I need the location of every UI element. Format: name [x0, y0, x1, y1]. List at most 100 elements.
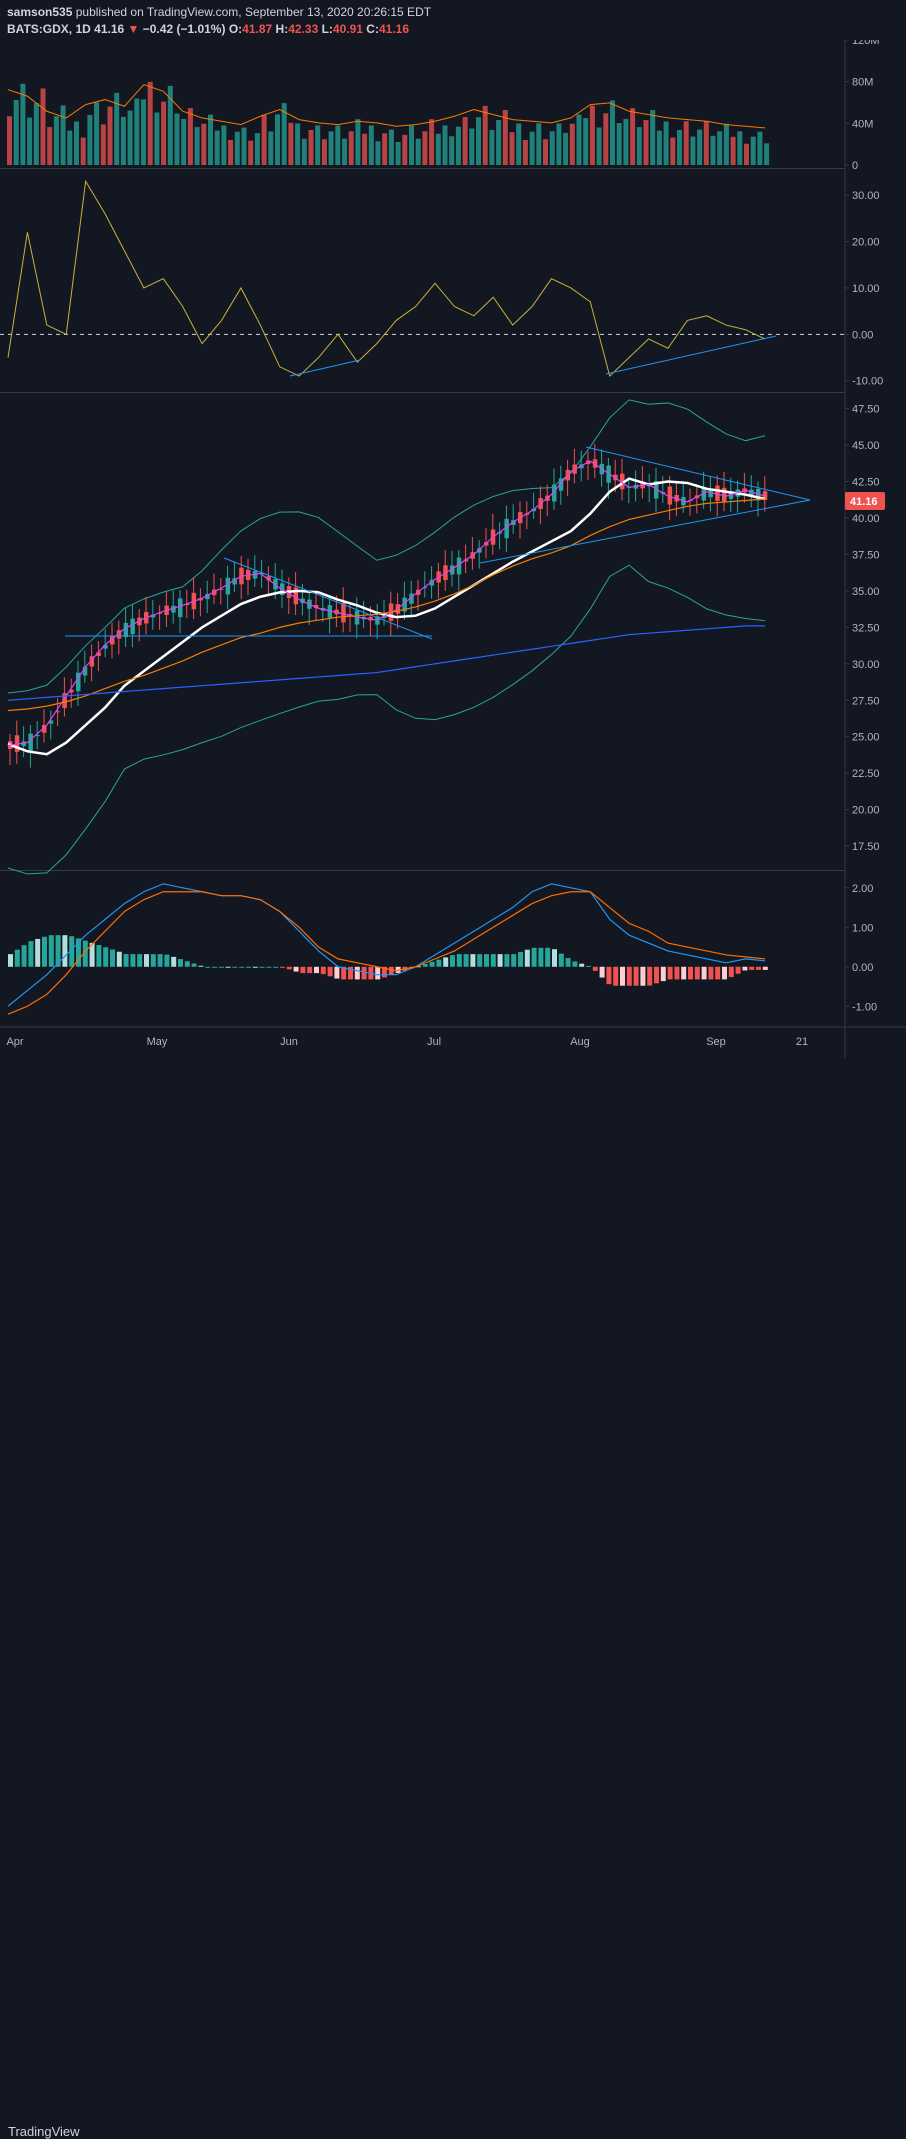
y-tick-label: 2.00: [852, 883, 873, 895]
histogram-bar: [592, 966, 598, 971]
y-tick-label: -1.00: [852, 1001, 877, 1013]
histogram-bar: [116, 951, 122, 967]
histogram-bar: [470, 954, 476, 967]
volume-bar: [7, 116, 12, 165]
x-tick-label: Sep: [706, 1036, 726, 1048]
histogram-bar: [150, 954, 156, 967]
volume-bar: [315, 125, 321, 165]
volume-bar: [241, 127, 247, 165]
volume-bar: [710, 135, 716, 165]
volume-bar: [335, 125, 341, 165]
histogram-bar: [62, 935, 68, 967]
y-tick-label: 40M: [852, 118, 873, 130]
candle-body: [654, 481, 659, 499]
candle-body: [116, 630, 122, 639]
histogram-bar: [280, 966, 285, 968]
histogram-bar: [443, 957, 449, 967]
volume-bar: [502, 110, 508, 165]
candle-body: [402, 597, 407, 612]
volume-bar: [757, 131, 763, 165]
candle-body: [96, 652, 101, 657]
histogram-bar: [674, 966, 680, 980]
histogram-bar: [531, 947, 537, 967]
volume-bar: [382, 133, 388, 165]
histogram-bar: [647, 966, 653, 986]
y-tick-label: 40.00: [852, 513, 880, 525]
histogram-bar: [511, 954, 517, 967]
volume-bar: [147, 81, 153, 165]
histogram-bar: [361, 966, 367, 980]
volume-bar: [275, 114, 280, 165]
histogram-bar: [552, 949, 557, 967]
y-tick-label: 30.00: [852, 190, 880, 202]
volume-bar: [221, 125, 227, 165]
volume-bar: [348, 131, 354, 165]
histogram-bar: [110, 949, 115, 967]
tradingview-logo[interactable]: TradingView: [8, 2124, 80, 2139]
histogram-bar: [388, 966, 394, 976]
histogram-bar: [633, 966, 639, 986]
histogram-bar: [42, 936, 47, 967]
histogram-bar: [626, 966, 632, 986]
symbol-info: BATS:GDX, 1D 41.16 ▼ −0.42 (−1.01%) O:41…: [7, 22, 409, 36]
histogram-bar: [518, 951, 523, 967]
candle-body: [701, 487, 707, 501]
close-label: C:: [366, 22, 379, 36]
volume-bar: [368, 125, 374, 165]
volume-bar: [261, 114, 267, 165]
volume-bar: [569, 123, 575, 165]
volume-bar: [201, 123, 207, 165]
histogram-bar: [48, 935, 54, 967]
histogram-bar: [354, 966, 360, 980]
histogram-bar: [89, 942, 95, 967]
candle-body: [110, 635, 115, 645]
volume-bar: [127, 110, 133, 165]
histogram-bar: [96, 945, 102, 967]
volume-bar: [295, 123, 301, 165]
candle-body: [82, 666, 88, 676]
histogram-bar: [599, 966, 605, 978]
macd-histogram: [8, 935, 768, 986]
macd-line: [7, 891, 766, 1015]
histogram-bar: [314, 966, 319, 974]
volume-bar: [623, 118, 629, 165]
volume-bar: [469, 128, 475, 165]
histogram-bar: [82, 940, 88, 967]
symbol-label[interactable]: BATS:GDX, 1D: [7, 22, 91, 36]
volume-bar: [107, 106, 113, 165]
volume-bar: [40, 88, 46, 165]
volume-bar: [161, 101, 167, 165]
volume-bar: [409, 125, 414, 165]
histogram-bar: [266, 966, 272, 968]
chart-canvas[interactable]: 120M80M40M030.0020.0010.000.00-10.0047.5…: [0, 0, 906, 1092]
histogram-bar: [545, 947, 551, 967]
histogram-bar: [701, 966, 707, 980]
y-tick-label: 47.50: [852, 404, 880, 416]
volume-bar: [723, 123, 729, 165]
candle-body: [178, 598, 183, 618]
volume-bar: [80, 137, 86, 165]
moving-average-line: [7, 460, 766, 747]
candle-body: [552, 484, 557, 502]
low-value: 40.91: [332, 22, 363, 36]
candle-body: [35, 734, 40, 737]
bollinger-lower: [7, 564, 766, 875]
candle-body: [48, 720, 54, 724]
histogram-bar: [735, 966, 741, 974]
y-tick-label: 37.50: [852, 549, 880, 561]
histogram-bar: [654, 966, 659, 984]
volume-bar: [543, 139, 548, 165]
candle-body: [314, 605, 319, 609]
price-axis-labels: 47.50 45.00 42.50 40.00 37.50 35.00 32.50 30.00…: [845, 404, 880, 853]
volume-bar: [13, 100, 19, 165]
volume-bar: [576, 114, 582, 165]
volume-ma-line: [7, 84, 766, 129]
volume-bar: [174, 113, 180, 165]
volume-bar: [764, 143, 770, 165]
histogram-bar: [212, 966, 217, 968]
volume-bar: [67, 130, 73, 165]
author-name[interactable]: samson535: [7, 5, 73, 19]
volume-bar: [402, 134, 408, 165]
volume-bar: [288, 122, 294, 165]
volume-bar: [60, 105, 66, 165]
